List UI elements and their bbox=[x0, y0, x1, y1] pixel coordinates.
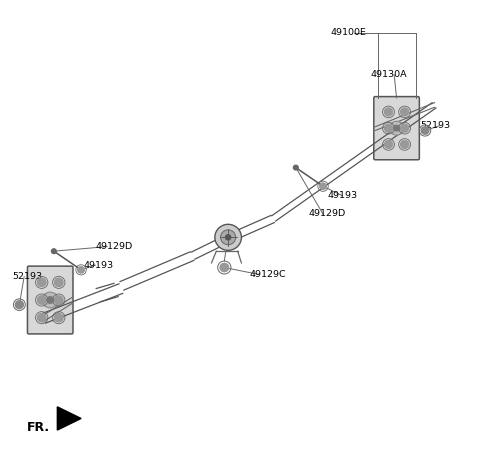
Text: 49193: 49193 bbox=[328, 191, 358, 200]
Circle shape bbox=[401, 108, 408, 116]
Text: 49100E: 49100E bbox=[330, 28, 366, 37]
Circle shape bbox=[389, 121, 404, 135]
Circle shape bbox=[55, 278, 63, 287]
Circle shape bbox=[293, 165, 298, 170]
Text: 49129D: 49129D bbox=[309, 210, 346, 219]
Circle shape bbox=[37, 313, 46, 322]
Circle shape bbox=[215, 224, 241, 251]
Text: 49129D: 49129D bbox=[96, 242, 132, 251]
Circle shape bbox=[55, 313, 63, 322]
Circle shape bbox=[15, 301, 24, 309]
Text: 49129C: 49129C bbox=[250, 270, 286, 279]
Circle shape bbox=[220, 263, 228, 272]
Text: 52193: 52193 bbox=[12, 272, 42, 281]
Circle shape bbox=[401, 124, 408, 132]
Circle shape bbox=[42, 292, 58, 308]
Circle shape bbox=[220, 230, 236, 245]
Text: FR.: FR. bbox=[26, 421, 49, 434]
Circle shape bbox=[47, 297, 54, 303]
FancyBboxPatch shape bbox=[374, 97, 420, 160]
Circle shape bbox=[394, 125, 399, 131]
Circle shape bbox=[384, 124, 393, 132]
Text: 52193: 52193 bbox=[420, 121, 450, 130]
Circle shape bbox=[384, 141, 393, 149]
Circle shape bbox=[384, 108, 393, 116]
Circle shape bbox=[401, 141, 408, 149]
Polygon shape bbox=[57, 407, 81, 430]
Circle shape bbox=[421, 127, 429, 134]
Circle shape bbox=[320, 183, 326, 189]
Circle shape bbox=[55, 296, 63, 304]
Text: 49130A: 49130A bbox=[371, 70, 407, 79]
Circle shape bbox=[37, 278, 46, 287]
Circle shape bbox=[37, 296, 46, 304]
FancyBboxPatch shape bbox=[27, 266, 73, 334]
Text: 49193: 49193 bbox=[84, 260, 114, 269]
Circle shape bbox=[51, 249, 56, 253]
Circle shape bbox=[78, 266, 84, 273]
Circle shape bbox=[226, 235, 231, 240]
